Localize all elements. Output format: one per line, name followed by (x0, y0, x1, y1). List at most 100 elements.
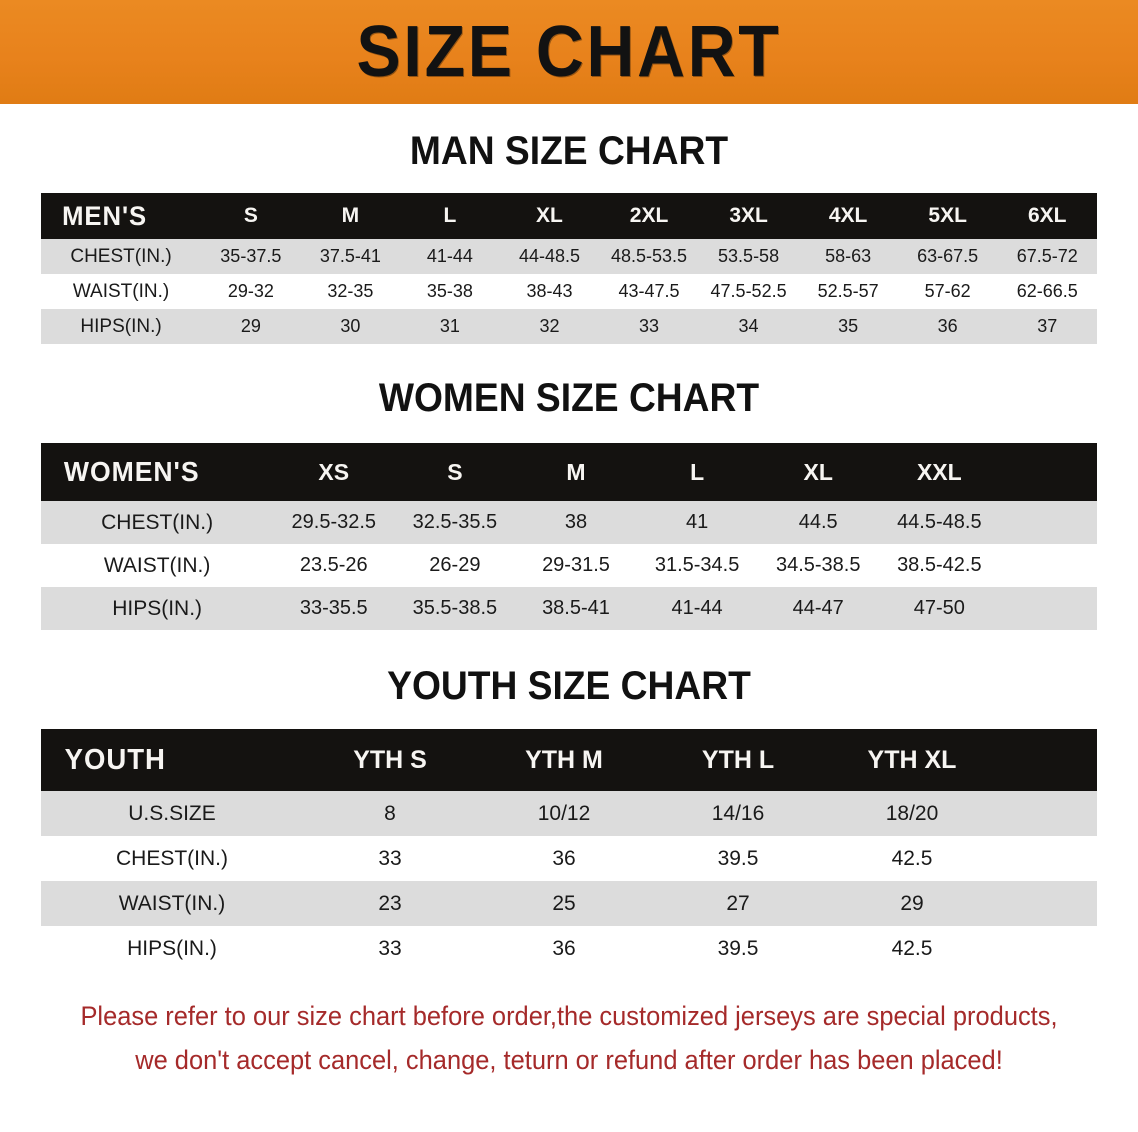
youth-header-spacer (999, 729, 1097, 791)
women-hips-spacer (1000, 587, 1097, 630)
youth-chest-xl: 42.5 (891, 846, 933, 870)
man-chest-l: 41-44 (426, 246, 473, 266)
women-size-header-m: M (566, 458, 586, 485)
youth-header-label: YOUTH (64, 743, 166, 776)
man-chest-s: 35-37.5 (220, 246, 282, 266)
youth-waist-s: 23 (378, 891, 402, 915)
man-chest-4xl: 58-63 (825, 246, 872, 266)
youth-size-table: YOUTH YTH S YTH M YTH L YTH XL U.S.SIZE … (41, 729, 1097, 971)
women-size-table: WOMEN'S XS S M L XL XXL CHEST(IN.) 29.5-… (41, 443, 1097, 630)
youth-ussize-s: 8 (384, 801, 396, 825)
youth-hips-spacer (999, 926, 1097, 971)
women-chest-s: 32.5-35.5 (412, 511, 498, 533)
youth-ussize-xl: 18/20 (885, 801, 939, 825)
youth-hips-s: 33 (378, 936, 402, 960)
youth-section-title: YOUTH SIZE CHART (387, 664, 751, 708)
man-table-header-row: MEN'S S M L XL 2XL 3XL 4XL 5XL 6XL (41, 193, 1097, 239)
table-row: HIPS(IN.) 33-35.5 35.5-38.5 38.5-41 41-4… (41, 587, 1097, 630)
women-row-label-waist: WAIST(IN.) (103, 553, 211, 577)
table-row: CHEST(IN.) 35-37.5 37.5-41 41-44 44-48.5… (41, 239, 1097, 274)
table-row: HIPS(IN.) 33 36 39.5 42.5 (41, 926, 1097, 971)
women-waist-xxl: 38.5-42.5 (897, 554, 982, 576)
women-hips-m: 38.5-41 (542, 597, 610, 619)
youth-waist-m: 25 (552, 891, 576, 915)
order-policy-note: Please refer to our size chart before or… (60, 995, 1078, 1083)
youth-chest-s: 33 (378, 846, 402, 870)
man-chest-xl: 44-48.5 (518, 246, 580, 266)
man-size-header-4xl: 4XL (828, 204, 868, 227)
women-size-header-l: L (690, 458, 705, 485)
man-size-header-6xl: 6XL (1027, 204, 1067, 227)
women-waist-s: 26-29 (429, 554, 481, 576)
women-size-table-container: WOMEN'S XS S M L XL XXL CHEST(IN.) 29.5-… (41, 443, 1097, 630)
man-waist-xl: 38-43 (526, 281, 573, 301)
youth-row-label-hips: HIPS(IN.) (127, 936, 217, 960)
man-chest-6xl: 67.5-72 (1016, 246, 1078, 266)
man-waist-2xl: 43-47.5 (618, 281, 680, 301)
man-hips-m: 30 (340, 316, 361, 336)
man-hips-l: 31 (439, 316, 460, 336)
man-hips-xl: 32 (539, 316, 560, 336)
women-chest-xxl: 44.5-48.5 (897, 511, 982, 533)
man-waist-6xl: 62-66.5 (1016, 281, 1078, 301)
women-waist-m: 29-31.5 (542, 554, 610, 576)
man-size-table-container: MEN'S S M L XL 2XL 3XL 4XL 5XL 6XL CHEST… (41, 193, 1097, 344)
man-hips-2xl: 33 (639, 316, 660, 336)
women-waist-xl: 34.5-38.5 (775, 554, 861, 576)
women-hips-l: 41-44 (671, 597, 723, 619)
youth-ussize-m: 10/12 (537, 801, 591, 825)
women-size-header-xs: XS (318, 458, 350, 485)
youth-waist-xl: 29 (900, 891, 924, 915)
youth-row-label-waist: WAIST(IN.) (118, 891, 226, 915)
page-title: SIZE CHART (356, 12, 782, 92)
youth-ussize-spacer (999, 791, 1097, 836)
women-header-label: WOMEN'S (63, 456, 200, 487)
man-size-table: MEN'S S M L XL 2XL 3XL 4XL 5XL 6XL CHEST… (41, 193, 1097, 344)
man-hips-3xl: 34 (738, 316, 759, 336)
order-policy-note-line-2: we don't accept cancel, change, teturn o… (135, 1044, 1003, 1075)
man-size-header-3xl: 3XL (729, 204, 768, 227)
man-size-header-m: M (341, 204, 360, 227)
table-row: CHEST(IN.) 33 36 39.5 42.5 (41, 836, 1097, 881)
women-hips-s: 35.5-38.5 (412, 597, 498, 619)
man-waist-4xl: 52.5-57 (817, 281, 879, 301)
women-header-spacer (1000, 443, 1097, 501)
youth-waist-spacer (999, 881, 1097, 926)
youth-chest-spacer (999, 836, 1097, 881)
youth-hips-l: 39.5 (717, 936, 759, 960)
table-row: CHEST(IN.) 29.5-32.5 32.5-35.5 38 41 44.… (41, 501, 1097, 544)
women-table-header-row: WOMEN'S XS S M L XL XXL (41, 443, 1097, 501)
man-row-label-chest: CHEST(IN.) (70, 245, 172, 267)
youth-chest-l: 39.5 (717, 846, 759, 870)
table-row: WAIST(IN.) 23.5-26 26-29 29-31.5 31.5-34… (41, 544, 1097, 587)
women-chest-m: 38 (564, 511, 588, 533)
youth-size-header-l: YTH L (701, 745, 775, 774)
women-row-label-chest: CHEST(IN.) (101, 510, 214, 534)
youth-size-header-xl: YTH XL (867, 745, 957, 774)
women-row-label-hips: HIPS(IN.) (112, 596, 203, 620)
women-chest-spacer (1000, 501, 1097, 544)
women-size-header-s: S (447, 458, 463, 485)
man-hips-6xl: 37 (1037, 316, 1058, 336)
man-row-label-hips: HIPS(IN.) (80, 315, 162, 337)
women-waist-xs: 23.5-26 (299, 554, 368, 576)
man-waist-5xl: 57-62 (924, 281, 971, 301)
man-size-header-l: L (443, 204, 457, 227)
youth-hips-xl: 42.5 (891, 936, 933, 960)
man-size-header-xl: XL (536, 204, 563, 227)
man-size-header-5xl: 5XL (928, 204, 967, 227)
table-row: U.S.SIZE 8 10/12 14/16 18/20 (41, 791, 1097, 836)
page-banner: SIZE CHART (0, 0, 1138, 104)
women-section-title: WOMEN SIZE CHART (378, 376, 760, 420)
youth-row-label-chest: CHEST(IN.) (116, 846, 228, 870)
table-row: WAIST(IN.) 23 25 27 29 (41, 881, 1097, 926)
man-hips-5xl: 36 (937, 316, 958, 336)
youth-chest-m: 36 (552, 846, 576, 870)
women-size-header-xl: XL (803, 458, 833, 485)
youth-ussize-l: 14/16 (711, 801, 765, 825)
man-chest-5xl: 63-67.5 (917, 246, 979, 266)
man-size-header-2xl: 2XL (629, 204, 669, 227)
man-waist-l: 35-38 (426, 281, 473, 301)
man-waist-s: 29-32 (227, 281, 274, 301)
women-waist-spacer (1000, 544, 1097, 587)
